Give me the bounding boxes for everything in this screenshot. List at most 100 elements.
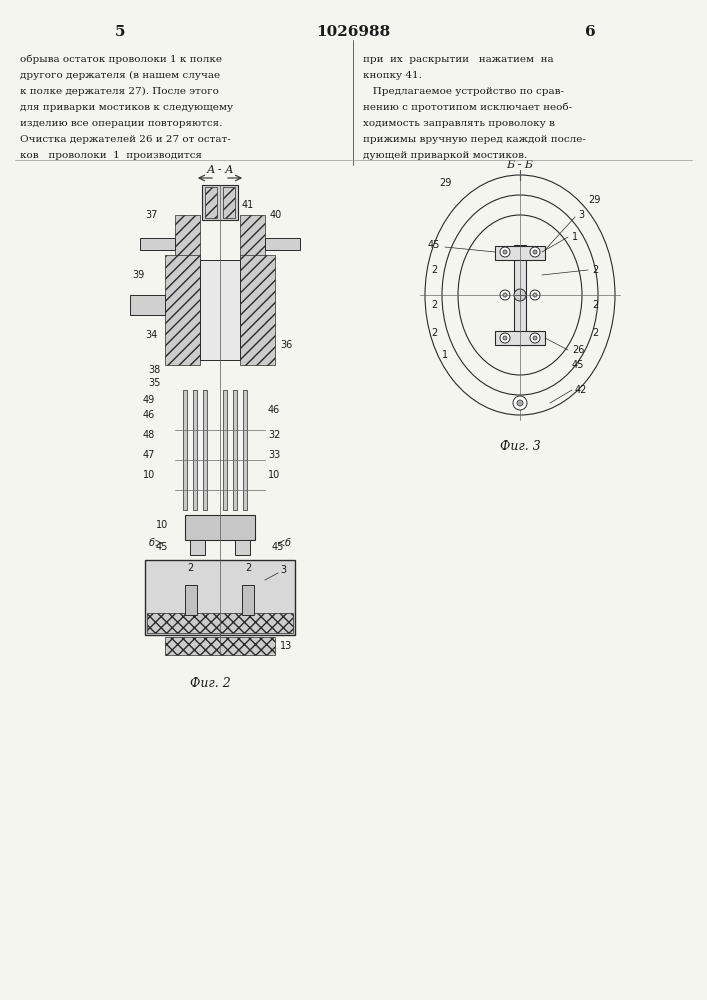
Text: 29: 29 (439, 178, 451, 188)
Text: 42: 42 (575, 385, 588, 395)
Text: 40: 40 (270, 210, 282, 220)
Bar (495, 246, 545, 260)
Text: 45: 45 (572, 360, 585, 370)
Bar (190, 540, 205, 555)
Bar (165, 637, 275, 655)
Text: кнопку 41.: кнопку 41. (363, 71, 422, 80)
Circle shape (530, 333, 540, 343)
Text: 45: 45 (272, 542, 284, 552)
Text: Фиг. 2: Фиг. 2 (189, 677, 230, 690)
Text: 46: 46 (143, 410, 155, 420)
Bar (193, 390, 197, 510)
Circle shape (500, 247, 510, 257)
Bar (203, 390, 207, 510)
Text: 41: 41 (242, 200, 255, 210)
Bar (130, 295, 165, 315)
Text: ков   проволоки  1  производится: ков проволоки 1 производится (20, 151, 202, 160)
Text: 36: 36 (280, 340, 292, 350)
Text: 2: 2 (432, 328, 438, 338)
Text: 10: 10 (268, 470, 280, 480)
Text: 38: 38 (148, 365, 160, 375)
Text: Фиг. 3: Фиг. 3 (500, 440, 540, 453)
Text: 1026988: 1026988 (316, 25, 390, 39)
Circle shape (530, 290, 540, 300)
Bar (243, 390, 247, 510)
Bar (202, 185, 238, 220)
Text: 26: 26 (572, 345, 585, 355)
Text: 29: 29 (588, 195, 600, 205)
Bar (175, 215, 200, 270)
Text: 13: 13 (280, 641, 292, 651)
Text: 2: 2 (592, 300, 598, 310)
Text: 49: 49 (143, 395, 155, 405)
Text: 48: 48 (143, 430, 155, 440)
Text: Б - Б: Б - Б (506, 160, 534, 170)
Text: 6: 6 (585, 25, 595, 39)
Text: дующей приваркой мостиков.: дующей приваркой мостиков. (363, 151, 527, 160)
Text: для приварки мостиков к следующему: для приварки мостиков к следующему (20, 103, 233, 112)
Text: 33: 33 (268, 450, 280, 460)
Text: 35: 35 (148, 378, 160, 388)
Text: к полке держателя 27). После этого: к полке держателя 27). После этого (20, 87, 219, 96)
Text: 10: 10 (143, 470, 155, 480)
Text: обрыва остаток проволоки 1 к полке: обрыва остаток проволоки 1 к полке (20, 55, 222, 64)
Bar (240, 215, 265, 260)
Text: б: б (285, 538, 291, 548)
Bar (145, 560, 295, 635)
Text: прижимы вручную перед каждой после-: прижимы вручную перед каждой после- (363, 135, 586, 144)
Bar (495, 331, 545, 345)
Text: 46: 46 (268, 405, 280, 415)
Text: ходимость заправлять проволоку в: ходимость заправлять проволоку в (363, 119, 555, 128)
Text: другого держателя (в нашем случае: другого держателя (в нашем случае (20, 71, 220, 80)
Text: 2: 2 (592, 328, 598, 338)
Text: 1: 1 (442, 350, 448, 360)
Circle shape (500, 290, 510, 300)
Text: 2: 2 (432, 300, 438, 310)
Text: 45: 45 (156, 542, 168, 552)
Text: 2: 2 (245, 563, 251, 573)
Circle shape (500, 333, 510, 343)
Circle shape (533, 336, 537, 340)
Bar (240, 255, 275, 365)
Text: 37: 37 (145, 210, 158, 220)
Bar (235, 540, 250, 555)
Text: 32: 32 (268, 430, 281, 440)
Text: А - А: А - А (206, 165, 234, 175)
Bar (185, 515, 255, 540)
Text: 10: 10 (156, 520, 168, 530)
Text: 1: 1 (572, 232, 578, 242)
Circle shape (530, 247, 540, 257)
Bar (223, 390, 227, 510)
Circle shape (533, 250, 537, 254)
Text: 45: 45 (428, 240, 440, 250)
Text: б: б (149, 538, 155, 548)
Text: изделию все операции повторяются.: изделию все операции повторяются. (20, 119, 223, 128)
Bar (140, 238, 175, 250)
Circle shape (503, 336, 507, 340)
Circle shape (503, 293, 507, 297)
Bar (233, 390, 237, 510)
Text: 47: 47 (143, 450, 155, 460)
Text: 5: 5 (115, 25, 125, 39)
Circle shape (517, 400, 523, 406)
Text: 2: 2 (432, 265, 438, 275)
Bar (147, 613, 293, 633)
Bar (265, 238, 300, 250)
Circle shape (503, 250, 507, 254)
Text: 3: 3 (280, 565, 286, 575)
Circle shape (533, 293, 537, 297)
Text: 2: 2 (187, 563, 193, 573)
Bar (514, 245, 526, 345)
Text: 3: 3 (578, 210, 584, 220)
Text: Очистка держателей 26 и 27 от остат-: Очистка держателей 26 и 27 от остат- (20, 135, 230, 144)
Bar (185, 585, 197, 615)
Bar (242, 585, 254, 615)
Circle shape (513, 396, 527, 410)
Bar (165, 255, 200, 365)
Text: 2: 2 (592, 265, 598, 275)
Circle shape (514, 289, 526, 301)
Text: 34: 34 (145, 330, 157, 340)
Bar (183, 390, 187, 510)
Text: Предлагаемое устройство по срав-: Предлагаемое устройство по срав- (363, 87, 564, 96)
Text: при  их  раскрытии   нажатием  на: при их раскрытии нажатием на (363, 55, 554, 64)
